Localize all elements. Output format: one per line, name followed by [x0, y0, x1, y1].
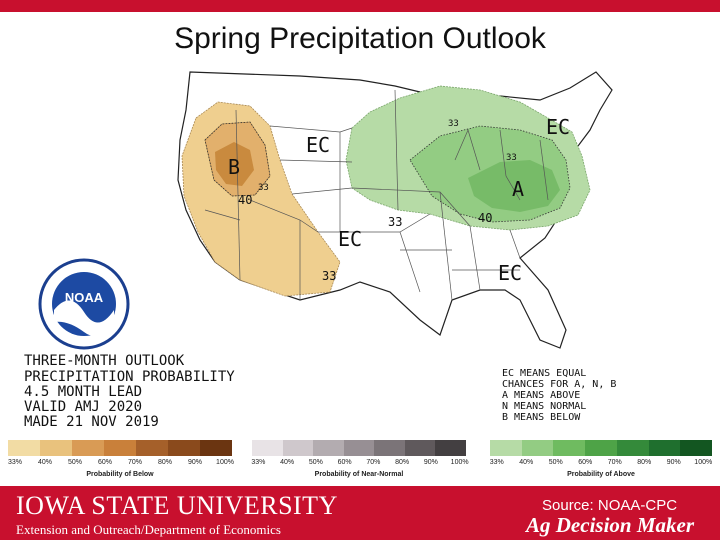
legend-below-tick: 80%	[157, 459, 172, 466]
legend-below-tick: 40%	[37, 459, 52, 466]
contour-label-33-southwest: 33	[322, 269, 336, 283]
legend-below-swatch	[40, 440, 72, 456]
legend-below-tick: 33%	[7, 459, 22, 466]
legend-normal-swatch	[252, 440, 283, 456]
legend-below-swatch	[200, 440, 232, 456]
contour-label-40-west: 40	[238, 193, 252, 207]
legend-normal-tick: 60%	[337, 459, 352, 466]
legend-above-tick: 100%	[694, 459, 713, 466]
top-accent-bar	[0, 0, 720, 12]
map-label-b-west: B	[228, 155, 240, 179]
outlook-line-1: THREE-MONTH OUTLOOK	[24, 353, 185, 369]
legend-normal-tick: 40%	[280, 459, 295, 466]
legend-below-swatch	[104, 440, 136, 456]
legend-normal-swatch	[343, 440, 375, 456]
ec-line-4: N MEANS NORMAL	[502, 401, 586, 412]
contour-label-33-central: 33	[388, 215, 402, 229]
legend-normal-swatch	[404, 440, 436, 456]
ec-line-1: EC MEANS EQUAL	[502, 368, 586, 379]
state-borders	[204, 89, 549, 301]
legend-above-tick: 50%	[548, 459, 563, 466]
map-label-a-east: A	[512, 177, 524, 201]
legend-below-swatch	[136, 440, 168, 456]
above-region-dark	[468, 160, 560, 212]
legend-normal-bar	[252, 440, 467, 456]
legend-below-tick: 50%	[67, 459, 82, 466]
map-label-ec-northeast: EC	[546, 115, 570, 139]
footer-bar	[0, 486, 720, 540]
legend-above-tick: 33%	[489, 459, 504, 466]
outlook-line-3: 4.5 MONTH LEAD	[24, 384, 142, 400]
map-label-ec-north: EC	[306, 133, 330, 157]
legend-below-tick: 100%	[216, 459, 234, 466]
legend-normal-tick: 90%	[423, 459, 438, 466]
legend-below-swatch	[72, 440, 104, 456]
legend-above-ticks: 33% 40% 50% 60% 70% 80% 90% 100%	[482, 459, 718, 471]
map-label-ec-south: EC	[498, 261, 522, 285]
ag-decision-maker-brand: Ag Decision Maker	[526, 513, 694, 537]
contour-label-40-east: 40	[478, 211, 492, 225]
legend-normal-tick: 80%	[395, 459, 410, 466]
legend-normal-swatch	[435, 440, 467, 456]
outlook-line-2: PRECIPITATION PROBABILITY	[24, 369, 235, 385]
legend-above-swatch	[648, 440, 681, 456]
legend-below-tick: 60%	[97, 459, 112, 466]
legend-above-swatch	[680, 440, 713, 456]
noaa-logo: NOAA	[38, 258, 130, 350]
legend-normal-tick: 50%	[308, 459, 323, 466]
contour-label-33-ohio: 33	[506, 153, 517, 163]
source-credit: Source: NOAA-CPC	[542, 497, 678, 514]
ec-line-5: B MEANS BELOW	[502, 412, 581, 423]
legend-below-tick: 70%	[127, 459, 142, 466]
legend-normal-ticks: 33% 40% 50% 60% 70% 80% 90% 100%	[244, 459, 474, 471]
legend-normal-swatch	[313, 440, 344, 456]
legend-above-tick: 80%	[637, 459, 652, 466]
contour-label-33-west-b: 33	[258, 183, 269, 193]
ec-line-2: CHANCES FOR A, N, B	[502, 379, 616, 390]
legend-normal-swatch	[374, 440, 405, 456]
legend-normal-tick: 70%	[366, 459, 381, 466]
legend-below-swatch	[8, 440, 40, 456]
department-text: Extension and Outreach/Department of Eco…	[16, 522, 281, 537]
legend-above-swatch	[490, 440, 522, 456]
page-title: Spring Precipitation Outlook	[174, 22, 546, 55]
precipitation-outlook-map: EC EC EC EC B A 40 33 40 33 33 33 33 NOA…	[24, 71, 616, 430]
legend-above-swatch	[521, 440, 554, 456]
legend-above-tick: 60%	[578, 459, 593, 466]
outlook-line-5: MADE 21 NOV 2019	[24, 414, 159, 430]
legend-below-ticks: 33% 40% 50% 60% 70% 80% 90% 100%	[0, 459, 240, 471]
legend-normal-swatch	[282, 440, 314, 456]
legend-above-caption: Probability of Above	[567, 471, 635, 478]
legend-above-swatch	[616, 440, 649, 456]
legend-above-bar	[490, 440, 713, 456]
legend-above-tick: 40%	[519, 459, 534, 466]
legend-above-tick: 70%	[607, 459, 622, 466]
map-label-ec-central: EC	[338, 227, 362, 251]
legend-normal-caption: Probability of Near-Normal	[314, 471, 404, 478]
legend-above-swatch	[585, 440, 617, 456]
legend-below-swatch	[168, 440, 200, 456]
legend-above-tick: 90%	[666, 459, 681, 466]
legend-normal-tick: 100%	[450, 459, 469, 466]
ec-line-3: A MEANS ABOVE	[502, 390, 580, 401]
legend-below-tick: 90%	[187, 459, 202, 466]
legend-below-bar	[8, 440, 232, 456]
contour-label-33-north: 33	[448, 119, 459, 129]
noaa-logo-text: NOAA	[65, 290, 104, 305]
below-region-dark	[215, 142, 254, 186]
legend-below-caption: Probability of Below	[86, 471, 154, 478]
legend-normal-tick: 33%	[251, 459, 266, 466]
legend-above-swatch	[553, 440, 586, 456]
isu-wordmark: IOWA STATE UNIVERSITY	[16, 491, 338, 520]
outlook-line-4: VALID AMJ 2020	[24, 399, 142, 415]
